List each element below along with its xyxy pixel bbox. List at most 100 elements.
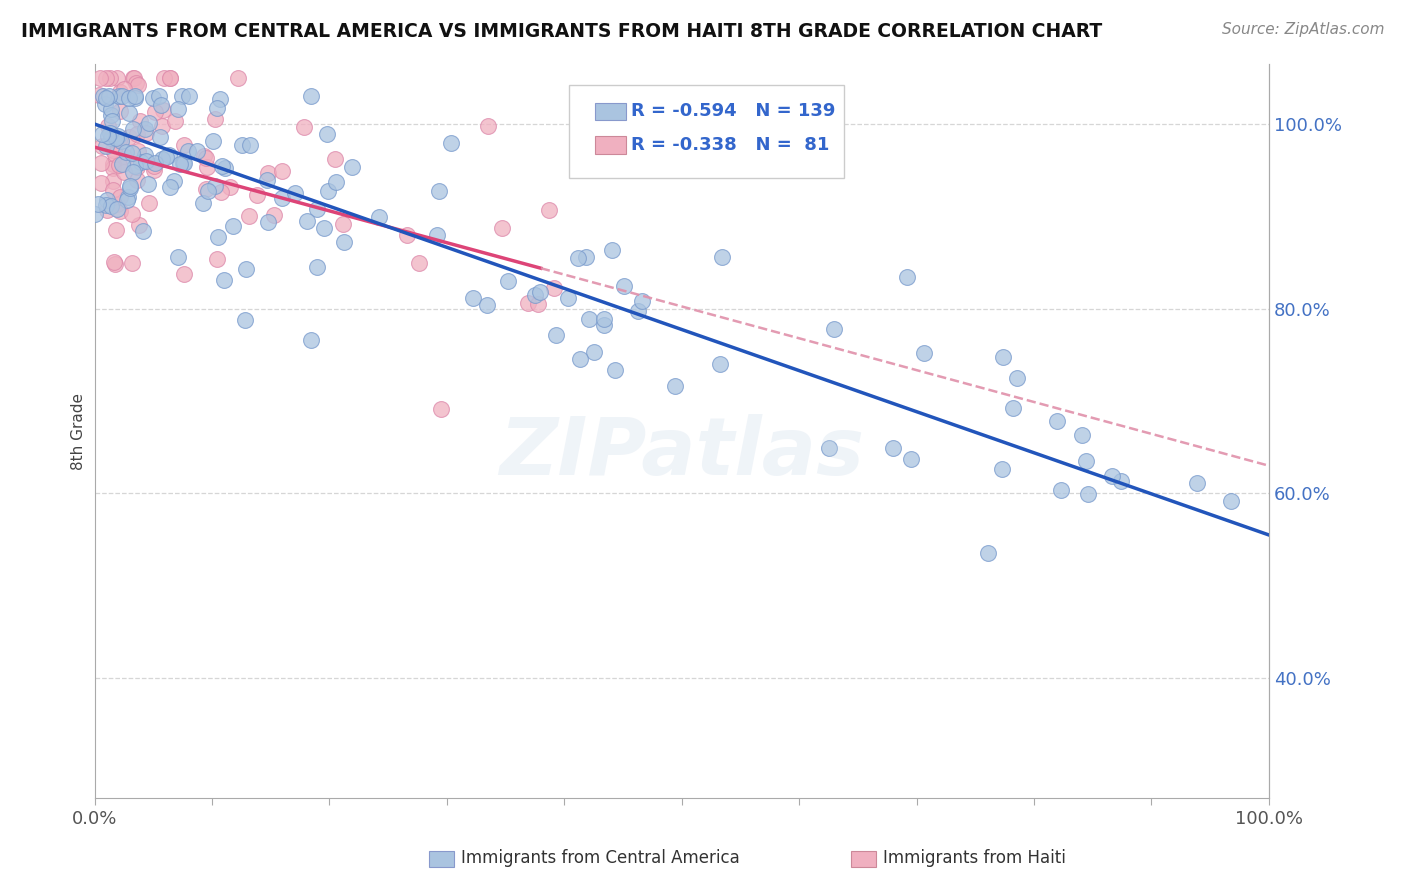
Point <box>94 96 117 111</box>
Point <box>205 101 228 115</box>
Point <box>90 156 112 170</box>
Point <box>173 156 195 170</box>
Point <box>1001 401 1024 415</box>
Point <box>125 127 148 141</box>
Point <box>169 157 191 171</box>
Point <box>100 107 122 121</box>
Point <box>991 461 1014 475</box>
Point <box>103 143 125 157</box>
Point <box>153 70 176 85</box>
Point <box>105 70 128 85</box>
Point <box>477 119 499 133</box>
Point <box>333 235 356 249</box>
Point <box>1046 414 1069 428</box>
Point <box>256 173 278 187</box>
Y-axis label: 8th Grade: 8th Grade <box>72 392 86 469</box>
Point <box>110 89 132 103</box>
Point <box>557 291 579 305</box>
Point <box>613 278 636 293</box>
Point <box>593 312 616 326</box>
Point <box>94 198 117 212</box>
Point <box>627 304 650 318</box>
Point <box>103 147 125 161</box>
Point <box>527 297 550 311</box>
Point <box>194 152 217 166</box>
Point <box>896 269 918 284</box>
Point <box>823 322 845 336</box>
Point <box>233 312 256 326</box>
Point <box>118 129 141 144</box>
Point <box>108 85 131 99</box>
Point <box>135 126 157 140</box>
Point <box>316 184 339 198</box>
Point <box>121 145 143 160</box>
Point <box>408 256 430 270</box>
Point <box>104 223 127 237</box>
Point <box>124 89 146 103</box>
Point <box>538 202 561 217</box>
Point <box>179 89 201 103</box>
Point <box>238 209 260 223</box>
Text: IMMIGRANTS FROM CENTRAL AMERICA VS IMMIGRANTS FROM HAITI 8TH GRADE CORRELATION C: IMMIGRANTS FROM CENTRAL AMERICA VS IMMIG… <box>21 22 1102 41</box>
Point <box>136 177 159 191</box>
Point <box>271 164 294 178</box>
Point <box>129 114 152 128</box>
Point <box>205 252 228 267</box>
Point <box>138 196 160 211</box>
Point <box>114 145 136 159</box>
Point <box>1071 428 1094 442</box>
Point <box>430 402 453 417</box>
Point <box>529 285 551 300</box>
Point <box>307 202 329 216</box>
Point <box>159 180 181 194</box>
Point <box>155 150 177 164</box>
Point <box>124 160 146 174</box>
Point <box>152 119 174 133</box>
Point <box>256 166 278 180</box>
Point <box>631 293 654 308</box>
Point <box>325 175 347 189</box>
Point <box>1185 476 1208 491</box>
Point <box>90 177 112 191</box>
Point <box>84 207 107 221</box>
Point <box>108 89 131 103</box>
Point <box>496 274 519 288</box>
Point <box>882 442 904 456</box>
Point <box>104 131 127 145</box>
Point <box>96 202 118 217</box>
Point <box>94 91 117 105</box>
Point <box>112 149 135 163</box>
Point <box>246 188 269 202</box>
Point <box>94 70 117 85</box>
Point <box>218 180 240 194</box>
Point <box>159 70 181 85</box>
Point <box>100 103 122 117</box>
Point <box>709 357 731 371</box>
Point <box>209 185 232 199</box>
Point <box>263 209 285 223</box>
Point <box>299 333 322 347</box>
Point <box>284 186 307 200</box>
Point <box>135 153 157 168</box>
Point <box>523 287 546 301</box>
Text: Immigrants from Central America: Immigrants from Central America <box>461 849 740 867</box>
Point <box>100 199 122 213</box>
Point <box>207 230 229 244</box>
Point <box>120 181 142 195</box>
Point <box>125 76 148 90</box>
Point <box>121 70 143 85</box>
Point <box>121 207 143 221</box>
Point <box>1076 454 1098 468</box>
Point <box>91 89 114 103</box>
Point <box>568 351 591 366</box>
Point <box>105 197 128 211</box>
Point <box>491 221 513 235</box>
Point <box>115 193 138 207</box>
Point <box>108 103 131 118</box>
Point <box>600 243 623 257</box>
Point <box>202 134 225 148</box>
Point <box>111 156 134 170</box>
Point <box>368 210 391 224</box>
Point <box>121 164 143 178</box>
Point <box>150 152 173 166</box>
